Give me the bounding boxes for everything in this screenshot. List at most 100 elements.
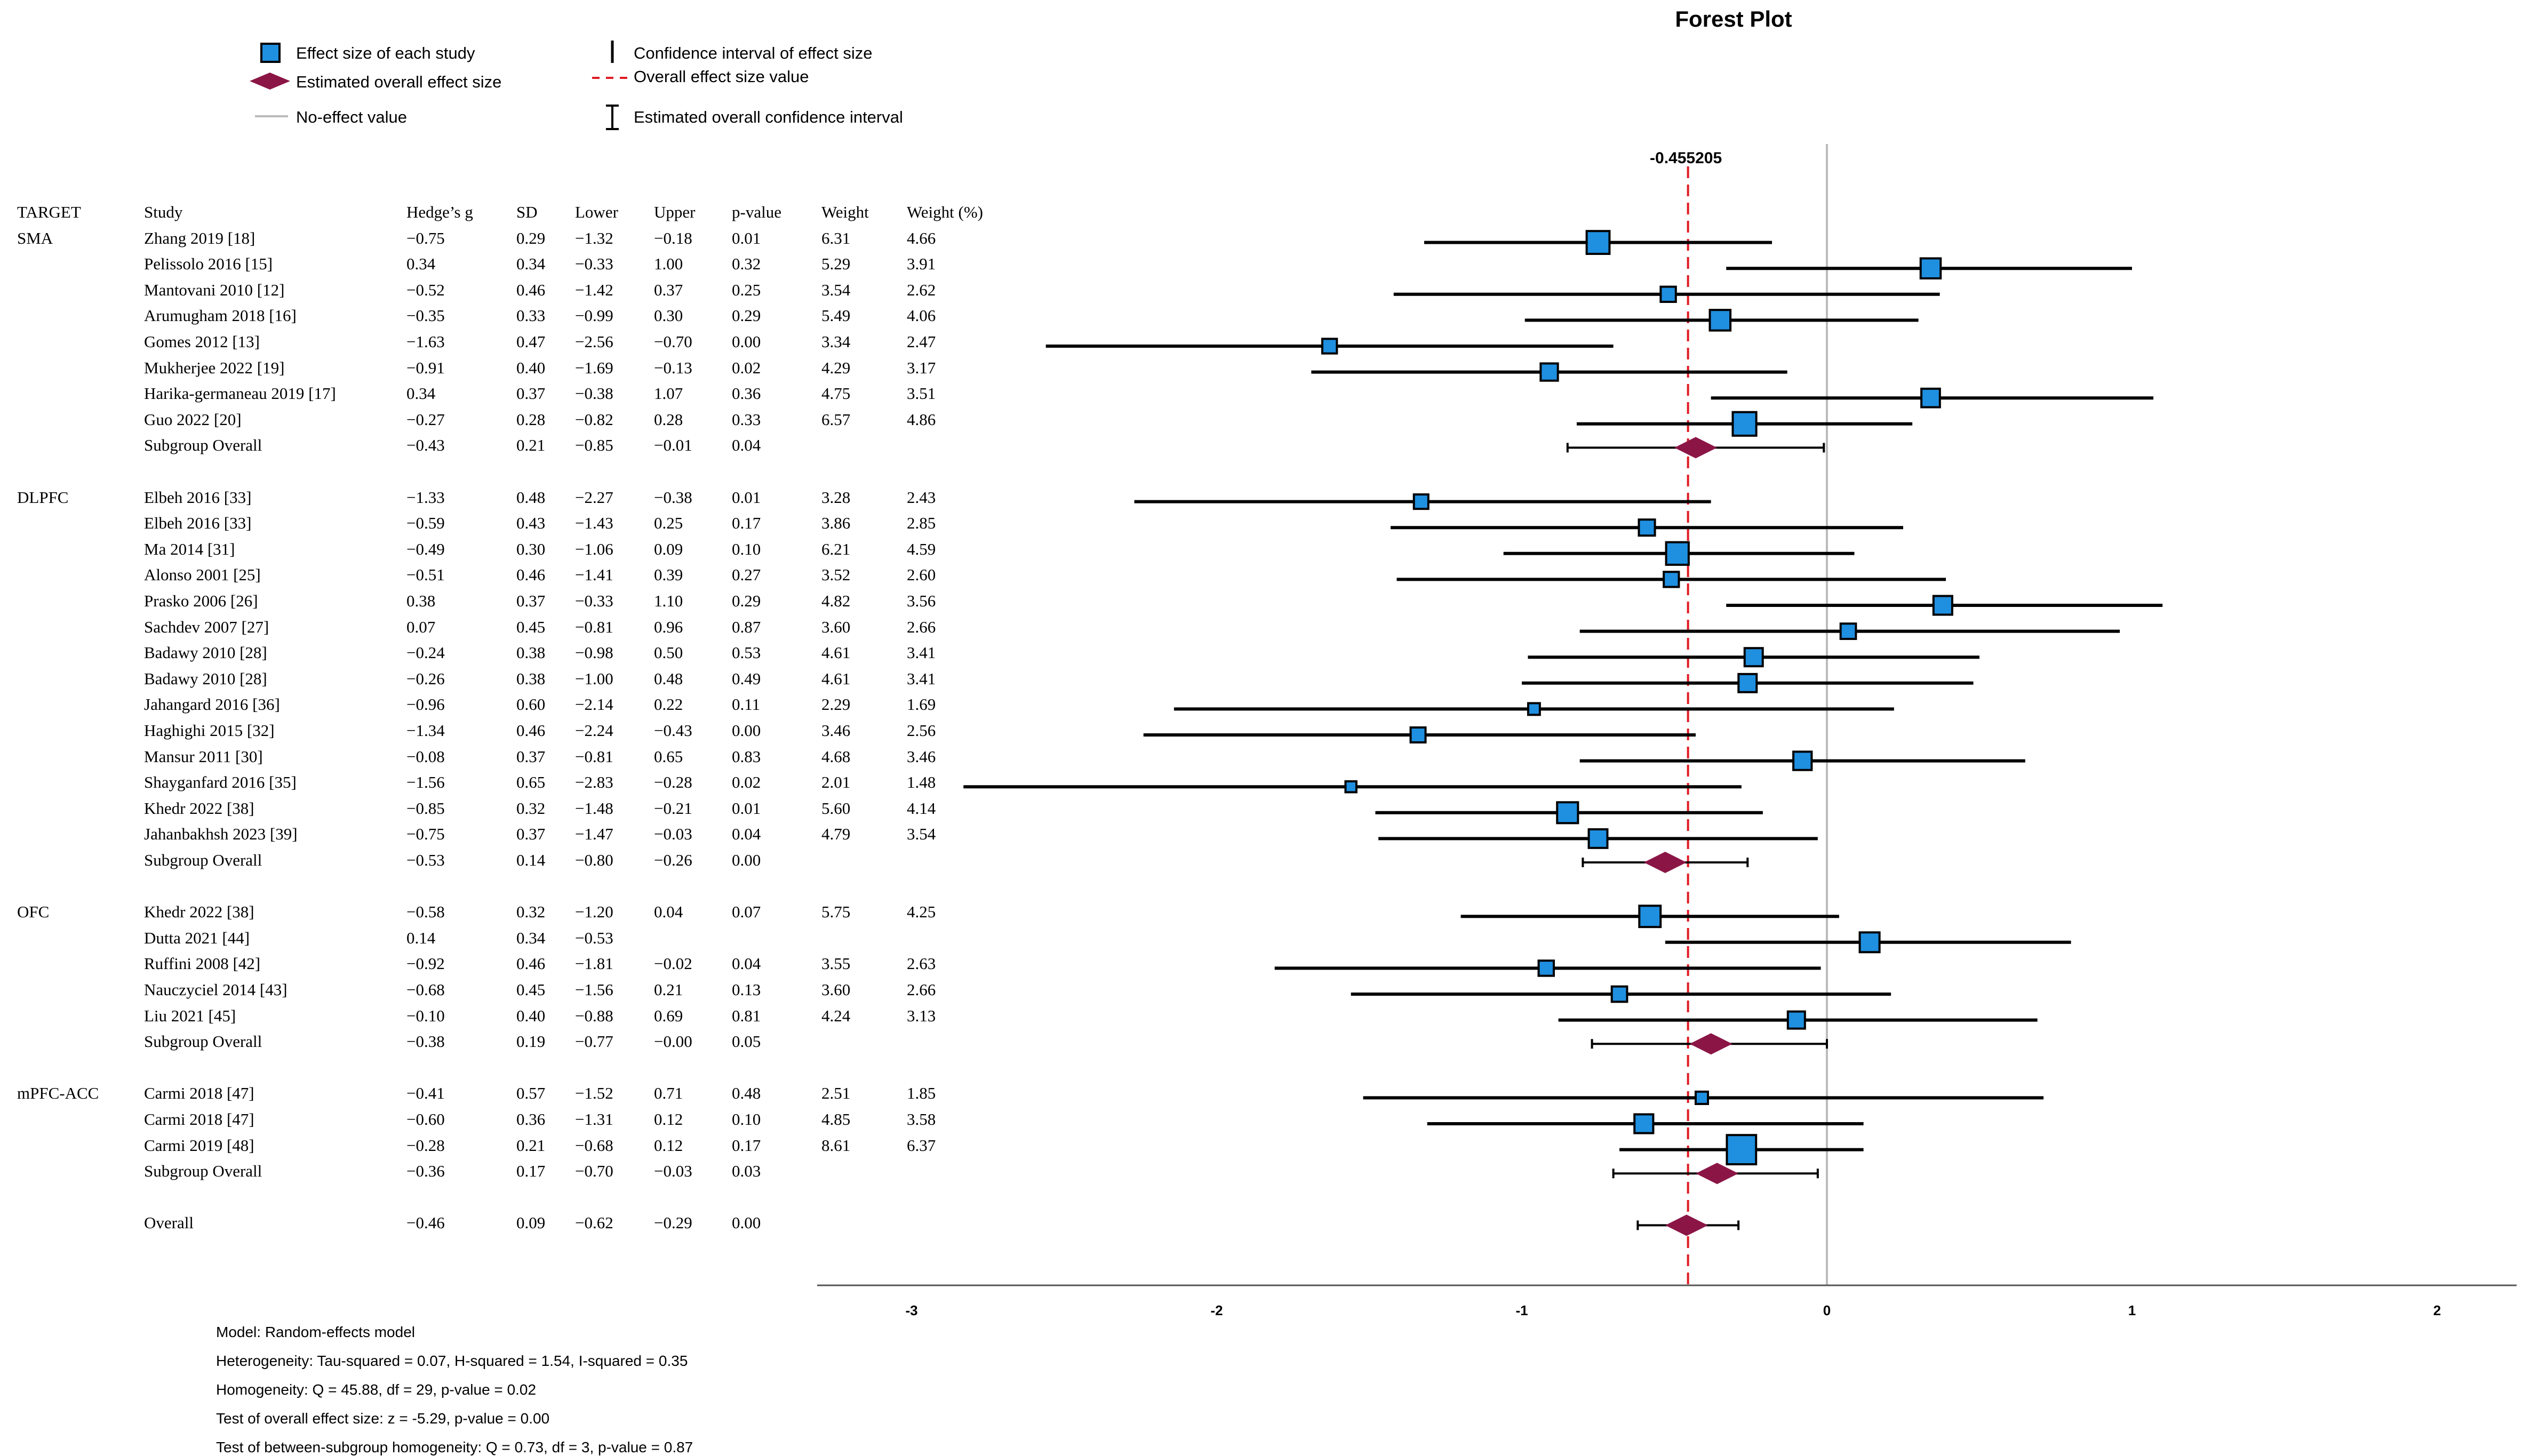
effect-box xyxy=(1920,387,1941,409)
cell-w: 3.86 xyxy=(821,514,851,533)
cell-wp: 3.56 xyxy=(907,591,936,610)
cell-w: 8.61 xyxy=(821,1135,851,1155)
cell-p: 0.17 xyxy=(732,1135,761,1155)
cell-p: 0.36 xyxy=(732,384,761,403)
header-w: Weight xyxy=(821,203,869,221)
effect-box xyxy=(1858,931,1881,954)
cell-study: Ma 2014 [31] xyxy=(144,539,235,558)
cell-sd: 0.46 xyxy=(516,565,546,585)
cell-study: Haghighi 2015 [32] xyxy=(144,721,275,740)
cell-wp: 2.47 xyxy=(907,332,936,351)
cell-wp: 4.25 xyxy=(907,902,936,922)
cell-study: Subgroup Overall xyxy=(144,1032,262,1051)
cell-p: 0.01 xyxy=(732,798,761,818)
cell-p: 0.01 xyxy=(732,228,761,247)
cell-p: 0.02 xyxy=(732,773,761,792)
cell-w: 4.85 xyxy=(821,1110,851,1129)
cell-lo: −2.83 xyxy=(575,773,613,792)
cell-wp: 3.91 xyxy=(907,254,936,274)
cell-sd: 0.46 xyxy=(516,280,546,299)
cell-study: Nauczyciel 2014 [43] xyxy=(144,980,288,999)
cell-wp: 3.54 xyxy=(907,825,936,844)
cell-sd: 0.37 xyxy=(516,591,546,610)
cell-sd: 0.40 xyxy=(516,358,546,377)
cell-lo: −2.14 xyxy=(575,695,613,714)
cell-sd: 0.17 xyxy=(516,1162,546,1181)
cell-g: −0.60 xyxy=(406,1110,445,1129)
cell-hi: 0.12 xyxy=(654,1135,683,1155)
cell-wp: 3.46 xyxy=(907,747,936,766)
legend-estimated-overall: Estimated overall effect size xyxy=(296,73,502,91)
cell-hi: 0.50 xyxy=(654,643,683,662)
cell-lo: −1.31 xyxy=(575,1110,613,1129)
cell-wp: 3.58 xyxy=(907,1110,936,1129)
cell-w: 4.75 xyxy=(821,384,851,403)
cell-hi: −0.01 xyxy=(654,436,692,455)
effect-box xyxy=(1726,1134,1758,1165)
header-study: Study xyxy=(144,203,183,221)
cell-lo: −0.33 xyxy=(575,254,613,274)
cell-g: −0.68 xyxy=(406,980,445,999)
x-tick-label: 0 xyxy=(1823,1302,1831,1318)
footnote-model: Model: Random-effects model xyxy=(216,1324,415,1340)
cell-g: −0.27 xyxy=(406,410,445,429)
cell-sd: 0.29 xyxy=(516,228,546,247)
effect-box xyxy=(1663,571,1680,588)
cell-sd: 0.34 xyxy=(516,928,546,947)
cell-p: 0.04 xyxy=(732,436,761,455)
cell-g: −0.10 xyxy=(406,1006,445,1025)
cell-sd: 0.37 xyxy=(516,384,546,403)
cell-p: 0.87 xyxy=(732,617,761,636)
cell-g: −1.33 xyxy=(406,487,445,507)
cell-lo: −0.80 xyxy=(575,851,613,869)
cell-study: Badawy 2010 [28] xyxy=(144,669,267,688)
cell-hi: 0.25 xyxy=(654,514,683,533)
cell-study: Harika-germaneau 2019 [17] xyxy=(144,384,336,403)
cell-study: Shayganfard 2016 [35] xyxy=(144,773,297,792)
cell-w: 3.60 xyxy=(821,980,851,999)
cell-w: 3.60 xyxy=(821,617,851,636)
cell-lo: −0.81 xyxy=(575,747,613,766)
estimated-overall-diamond xyxy=(1696,1163,1739,1185)
header-lo: Lower xyxy=(575,203,618,221)
cell-g: −1.34 xyxy=(406,721,445,740)
cell-sd: 0.28 xyxy=(516,410,546,429)
cell-w: 5.49 xyxy=(821,306,851,325)
effect-box xyxy=(1556,801,1579,825)
cell-w: 3.34 xyxy=(821,332,851,351)
cell-sd: 0.45 xyxy=(516,980,546,999)
cell-lo: −0.33 xyxy=(575,591,613,610)
cell-p: 0.10 xyxy=(732,1110,761,1129)
effect-box xyxy=(1839,622,1857,640)
cell-study: Jahangard 2016 [36] xyxy=(144,695,280,714)
overall-effect-label: -0.455205 xyxy=(1650,149,1722,167)
cell-lo: −1.69 xyxy=(575,358,613,377)
cell-wp: 1.69 xyxy=(907,695,936,714)
cell-target: mPFC-ACC xyxy=(17,1084,99,1103)
cell-g: −0.58 xyxy=(406,902,445,922)
cell-p: 0.04 xyxy=(732,825,761,844)
cell-g: −0.49 xyxy=(406,539,445,558)
cell-study: Overall xyxy=(144,1213,194,1233)
header-p: p-value xyxy=(732,203,781,221)
effect-box xyxy=(1638,518,1656,537)
cell-wp: 3.41 xyxy=(907,669,936,688)
cell-w: 3.54 xyxy=(821,280,851,299)
cell-study: Gomes 2012 [13] xyxy=(144,332,260,351)
estimated-overall-diamond xyxy=(1674,437,1718,459)
cell-study: Mukherjee 2022 [19] xyxy=(144,358,285,377)
cell-study: Pelissolo 2016 [15] xyxy=(144,254,273,274)
cell-lo: −1.00 xyxy=(575,669,613,688)
cell-p: 0.10 xyxy=(732,539,761,558)
cell-sd: 0.38 xyxy=(516,669,546,688)
cell-sd: 0.19 xyxy=(516,1032,546,1051)
cell-hi: −0.13 xyxy=(654,358,692,377)
cell-hi: 0.04 xyxy=(654,902,683,922)
cell-study: Liu 2021 [45] xyxy=(144,1006,236,1025)
header-hi: Upper xyxy=(654,203,696,221)
cell-sd: 0.30 xyxy=(516,539,546,558)
cell-g: −0.92 xyxy=(406,954,445,973)
footnote-homogeneity: Homogeneity: Q = 45.88, df = 29, p-value… xyxy=(216,1381,537,1398)
cell-study: Elbeh 2016 [33] xyxy=(144,487,252,507)
